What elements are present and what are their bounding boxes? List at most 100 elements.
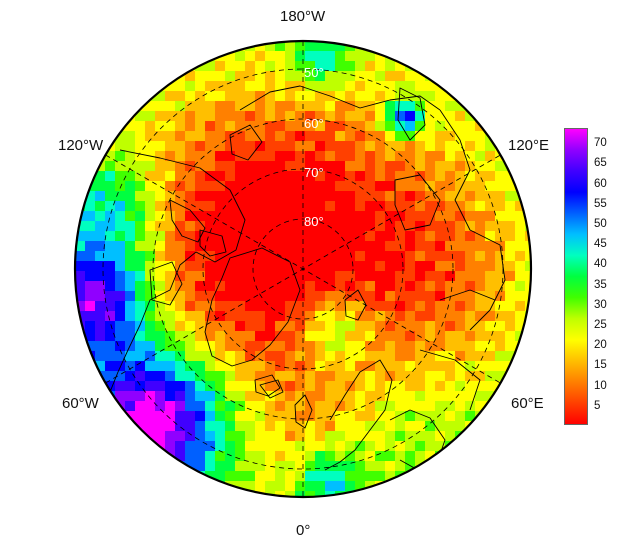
field-cell xyxy=(255,331,266,342)
field-cell xyxy=(95,301,106,312)
field-cell xyxy=(425,391,436,402)
field-cell xyxy=(415,321,426,332)
field-cell xyxy=(395,461,406,472)
field-cell xyxy=(255,351,266,362)
colorbar-tick: 10 xyxy=(594,379,607,392)
field-cell xyxy=(475,221,486,232)
field-cell xyxy=(355,131,366,142)
field-cell xyxy=(165,291,176,302)
field-cell xyxy=(305,241,316,252)
field-cell xyxy=(445,191,456,202)
field-cell xyxy=(415,131,426,142)
field-cell xyxy=(215,451,226,462)
field-cell xyxy=(75,341,86,352)
field-cell xyxy=(495,131,506,142)
field-cell xyxy=(85,341,96,352)
colorbar-tick: 70 xyxy=(594,137,607,150)
field-cell xyxy=(305,341,316,352)
field-cell xyxy=(315,351,326,362)
field-cell xyxy=(365,271,376,282)
field-cell xyxy=(285,81,296,92)
field-cell xyxy=(225,281,236,292)
field-cell xyxy=(265,401,276,412)
field-cell xyxy=(225,221,236,232)
field-cell xyxy=(225,41,236,52)
field-cell xyxy=(215,261,226,272)
field-cell xyxy=(295,261,306,272)
field-cell xyxy=(325,191,336,202)
field-cell xyxy=(385,251,396,262)
field-cell xyxy=(205,101,216,112)
field-cell xyxy=(345,241,356,252)
field-cell xyxy=(365,91,376,102)
field-cell xyxy=(145,361,156,372)
field-cell xyxy=(255,461,266,472)
field-cell xyxy=(485,121,496,132)
colorbar-tick: 5 xyxy=(594,399,601,412)
field-cell xyxy=(205,291,216,302)
field-cell xyxy=(325,71,336,82)
field-cell xyxy=(165,281,176,292)
field-cell xyxy=(515,171,526,182)
field-cell xyxy=(165,131,176,142)
field-cell xyxy=(395,301,406,312)
field-cell xyxy=(315,221,326,232)
field-cell xyxy=(235,131,246,142)
field-cell xyxy=(505,311,516,322)
field-cell xyxy=(375,241,386,252)
field-cell xyxy=(145,371,156,382)
field-cell xyxy=(405,401,416,412)
field-cell xyxy=(295,461,306,472)
field-cell xyxy=(465,131,476,142)
field-cell xyxy=(195,51,206,62)
field-cell xyxy=(245,211,256,222)
field-cell xyxy=(255,291,266,302)
field-cell xyxy=(165,391,176,402)
field-cell xyxy=(365,151,376,162)
field-cell xyxy=(275,461,286,472)
field-cell xyxy=(155,201,166,212)
field-cell xyxy=(395,421,406,432)
field-cell xyxy=(445,221,456,232)
field-cell xyxy=(455,221,466,232)
field-cell xyxy=(465,301,476,312)
field-cell xyxy=(355,351,366,362)
field-cell xyxy=(205,151,216,162)
field-cell xyxy=(475,301,486,312)
coastline xyxy=(344,289,367,321)
field-cell xyxy=(275,401,286,412)
field-cell xyxy=(235,481,246,492)
field-cell xyxy=(235,81,246,92)
field-cell xyxy=(205,371,216,382)
field-cell xyxy=(285,121,296,132)
field-cell xyxy=(235,321,246,332)
field-cell xyxy=(275,471,286,482)
field-cell xyxy=(405,391,416,402)
field-cell xyxy=(415,231,426,242)
colorbar-tick: 45 xyxy=(594,238,607,251)
field-cell xyxy=(305,201,316,212)
field-cell xyxy=(465,241,476,252)
field-cell xyxy=(95,291,106,302)
field-cell xyxy=(115,281,126,292)
field-cell xyxy=(485,181,496,192)
field-cell xyxy=(415,341,426,352)
field-cell xyxy=(225,401,236,412)
field-cell xyxy=(375,301,386,312)
field-cell xyxy=(305,51,316,62)
field-cell xyxy=(285,431,296,442)
field-cell xyxy=(455,351,466,362)
field-cell xyxy=(205,421,216,432)
field-cell xyxy=(355,171,366,182)
field-cell xyxy=(135,291,146,302)
field-cell xyxy=(445,281,456,292)
field-cell xyxy=(335,421,346,432)
field-cell xyxy=(95,191,106,202)
field-cell xyxy=(445,121,456,132)
field-cell xyxy=(145,331,156,342)
field-cell xyxy=(435,151,446,162)
field-cell xyxy=(275,151,286,162)
field-cell xyxy=(375,41,386,52)
field-cell xyxy=(305,141,316,152)
field-cell xyxy=(335,151,346,162)
